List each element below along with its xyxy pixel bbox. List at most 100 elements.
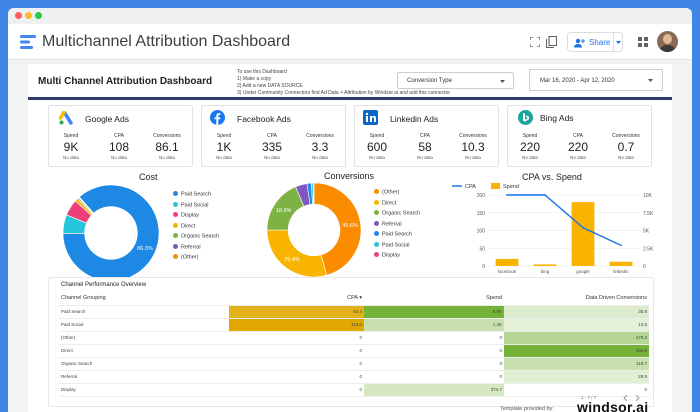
column-header-sorted[interactable]: CPA ▾	[229, 292, 364, 306]
legend-item[interactable]: Paid Search	[173, 191, 211, 198]
legend-item[interactable]: Direct	[173, 222, 196, 229]
legend-item[interactable]: Organic Search	[173, 233, 219, 240]
bing-icon	[518, 110, 533, 125]
table-cell: 0	[364, 344, 504, 358]
minimize-window-dot[interactable]	[25, 12, 32, 19]
kpi-value-cpa: 335	[261, 140, 283, 154]
kpi-title: Facebook Ads	[237, 114, 291, 124]
kpi-value-conversions: 10.3	[461, 140, 485, 154]
kpi-label-conversions: Conversions	[306, 133, 334, 139]
share-button[interactable]: Share	[567, 32, 623, 52]
avatar[interactable]	[657, 31, 678, 52]
x-tick-label: linkedin	[613, 269, 629, 274]
legend-item[interactable]: Paid Social	[173, 201, 209, 208]
legend-item[interactable]: Display	[374, 252, 400, 259]
legend-swatch	[173, 201, 178, 207]
pagination-arrows-icon[interactable]	[623, 395, 641, 401]
linkedin-icon	[363, 110, 378, 125]
legend-item[interactable]: Organic Search	[374, 210, 420, 217]
legend-label: Referral	[181, 244, 201, 250]
legend-item[interactable]: (Other)	[173, 254, 198, 261]
looker-studio-icon[interactable]	[20, 35, 36, 49]
legend-label: Direct	[181, 223, 196, 229]
kpi-label-cpa: CPA	[420, 133, 430, 139]
table-cell: Paid Search	[59, 305, 229, 319]
legend-label: Spend	[503, 184, 519, 190]
kpi-label-spend: Spend	[216, 133, 232, 139]
column-header[interactable]: Spend	[364, 292, 504, 306]
donut-slice	[312, 182, 315, 205]
legend-label: CPA	[465, 184, 476, 190]
table-cell: 179.3	[504, 331, 649, 345]
y-tick-label: 0	[482, 264, 485, 270]
apps-grid-icon[interactable]	[638, 37, 648, 47]
table-cell: 0	[364, 370, 504, 384]
kpi-label-spend: Spend	[369, 133, 385, 139]
table-cell: (Other)	[59, 331, 229, 345]
template-credit: Template provided by:	[500, 406, 554, 412]
legend-label: Paid Search	[181, 191, 211, 198]
kpi-card-google-ads: Google Ads Spend CPA Conversions 9K 108 …	[48, 105, 193, 167]
y2-tick-label: 10K	[643, 193, 653, 199]
chevron-down-icon[interactable]	[616, 41, 621, 44]
table-row[interactable]: Direct 0 0 406.8	[59, 344, 649, 358]
kpi-label-spend: Spend	[522, 133, 538, 139]
legend-swatch	[173, 254, 178, 259]
legend-swatch	[173, 222, 178, 228]
fullscreen-icon[interactable]	[530, 37, 540, 47]
table-cell: 1.4K	[364, 318, 504, 332]
column-header[interactable]: Channel Grouping	[59, 292, 229, 306]
date-range-picker[interactable]: Mar 16, 2020 - Apr 12, 2020	[529, 69, 663, 91]
table-row[interactable]: (Other) 0 0 179.3	[59, 331, 649, 345]
legend-item[interactable]: (Other)	[374, 189, 399, 196]
legend-swatch	[374, 231, 379, 236]
table-row[interactable]: Display 0 374.7 0	[59, 383, 649, 397]
kpi-label-spend: Spend	[63, 133, 79, 139]
legend-spend-swatch	[491, 183, 500, 189]
spend-bar	[571, 202, 595, 266]
table-row[interactable]: Referral 0 0 29.8	[59, 370, 649, 384]
cpa-spend-chart-title: CPA vs. Spend	[522, 172, 582, 182]
maximize-window-dot[interactable]	[35, 12, 42, 19]
conversions-legend: (Other) Direct Organic Search Referral Paid …	[374, 189, 444, 269]
legend-swatch	[374, 199, 379, 205]
legend-item[interactable]: Paid Search	[374, 231, 412, 238]
kpi-nodata: No data	[465, 155, 481, 160]
table-row[interactable]: Organic Search 0 0 118.7	[59, 357, 649, 371]
kpi-value-spend: 600	[366, 140, 388, 154]
cost-legend: Paid Search Paid Social Display Direct Organ…	[173, 191, 243, 271]
close-window-dot[interactable]	[15, 12, 22, 19]
legend-swatch	[173, 191, 178, 196]
kpi-nodata: No data	[312, 155, 328, 160]
table-cell: 110.0	[229, 318, 364, 332]
table-row[interactable]: Paid Social 110.0 1.4K 13.6	[59, 318, 649, 332]
table-cell: 406.8	[504, 344, 649, 358]
legend-item[interactable]: Paid Social	[374, 241, 410, 248]
table-row[interactable]: Paid Search 93.4 8.9K 36.8	[59, 305, 649, 319]
legend-label: Organic Search	[181, 233, 220, 240]
windsor-brand-logo: windsor.ai	[577, 399, 649, 412]
cpa-point	[620, 244, 622, 247]
cpa-point	[506, 194, 508, 196]
column-header[interactable]: Data Driven Conversions	[504, 292, 649, 306]
legend-item[interactable]: Referral	[374, 220, 402, 227]
legend-item[interactable]: Direct	[374, 199, 396, 206]
table-cell: Referral	[59, 370, 229, 384]
kpi-value-conversions: 0.7	[617, 140, 635, 154]
legend-swatch	[374, 189, 379, 194]
donut-slice	[62, 184, 160, 282]
conversions-chart-title: Conversions	[324, 171, 375, 181]
instructions: To use this Dashboard 1) Make a copy 2) …	[237, 69, 450, 97]
slice-label: 29.4%	[284, 257, 300, 263]
conversion-type-filter[interactable]: Conversion Type	[397, 72, 514, 89]
table-cell: 29.8	[504, 370, 649, 384]
legend-item[interactable]: Referral	[173, 243, 201, 250]
dropdown-arrow-icon	[500, 80, 505, 83]
y-tick-label: 150	[477, 211, 486, 217]
copy-icon[interactable]	[546, 36, 557, 48]
legend-item[interactable]: Display	[173, 212, 199, 219]
table-cell: 93.4	[229, 305, 364, 319]
browser-window: Multichannel Attribution Dashboard Share	[8, 8, 692, 412]
table-cell: 13.6	[504, 318, 649, 332]
cpa-line	[507, 194, 622, 247]
